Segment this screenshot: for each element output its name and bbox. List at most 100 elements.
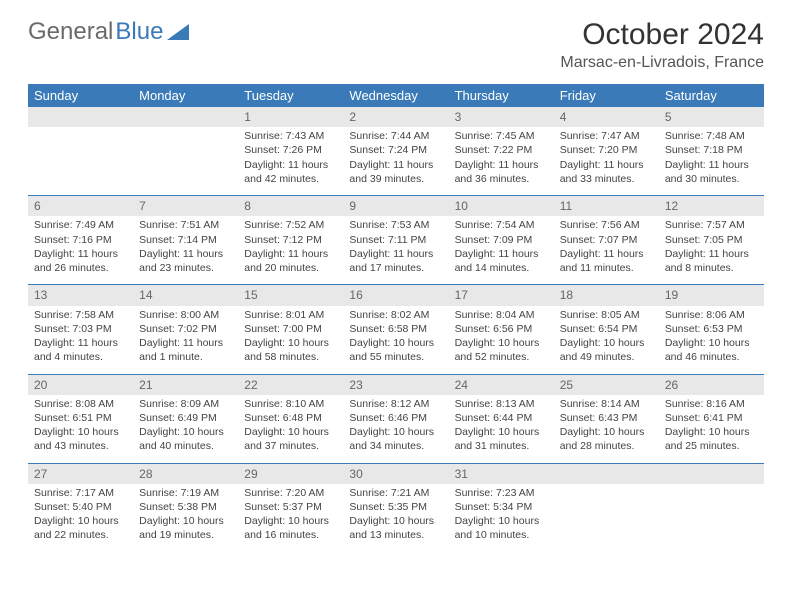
- day-number: 18: [554, 285, 659, 305]
- calendar-day-cell: 22Sunrise: 8:10 AMSunset: 6:48 PMDayligh…: [238, 374, 343, 463]
- calendar-day-cell: 29Sunrise: 7:20 AMSunset: 5:37 PMDayligh…: [238, 463, 343, 552]
- calendar-day-cell: 12Sunrise: 7:57 AMSunset: 7:05 PMDayligh…: [659, 196, 764, 285]
- sunset-text: Sunset: 7:00 PM: [244, 322, 337, 336]
- daylight-text: Daylight: 11 hours and 26 minutes.: [34, 247, 127, 275]
- daylight-text: Daylight: 11 hours and 36 minutes.: [455, 158, 548, 186]
- daylight-text: Daylight: 11 hours and 4 minutes.: [34, 336, 127, 364]
- day-content: Sunrise: 8:13 AMSunset: 6:44 PMDaylight:…: [449, 395, 554, 463]
- day-number: 20: [28, 375, 133, 395]
- sunset-text: Sunset: 6:41 PM: [665, 411, 758, 425]
- calendar-day-cell: 26Sunrise: 8:16 AMSunset: 6:41 PMDayligh…: [659, 374, 764, 463]
- day-number: 26: [659, 375, 764, 395]
- sunrise-text: Sunrise: 7:58 AM: [34, 308, 127, 322]
- day-content: [554, 484, 659, 552]
- daylight-text: Daylight: 11 hours and 20 minutes.: [244, 247, 337, 275]
- day-number: 15: [238, 285, 343, 305]
- sunrise-text: Sunrise: 7:45 AM: [455, 129, 548, 143]
- daylight-text: Daylight: 10 hours and 49 minutes.: [560, 336, 653, 364]
- day-number: 3: [449, 107, 554, 127]
- sunrise-text: Sunrise: 7:43 AM: [244, 129, 337, 143]
- sunrise-text: Sunrise: 8:13 AM: [455, 397, 548, 411]
- calendar-day-cell: 3 Sunrise: 7:45 AMSunset: 7:22 PMDaylight…: [449, 107, 554, 196]
- day-number: 2: [343, 107, 448, 127]
- sunrise-text: Sunrise: 8:05 AM: [560, 308, 653, 322]
- calendar-day-cell: 2 Sunrise: 7:44 AMSunset: 7:24 PMDaylight…: [343, 107, 448, 196]
- calendar-day-cell: 11Sunrise: 7:56 AMSunset: 7:07 PMDayligh…: [554, 196, 659, 285]
- daylight-text: Daylight: 10 hours and 34 minutes.: [349, 425, 442, 453]
- daylight-text: Daylight: 11 hours and 17 minutes.: [349, 247, 442, 275]
- calendar-day-cell: 6Sunrise: 7:49 AMSunset: 7:16 PMDaylight…: [28, 196, 133, 285]
- day-number: [554, 464, 659, 484]
- daylight-text: Daylight: 11 hours and 42 minutes.: [244, 158, 337, 186]
- sunset-text: Sunset: 6:48 PM: [244, 411, 337, 425]
- location-label: Marsac-en-Livradois, France: [560, 54, 764, 72]
- day-number: 23: [343, 375, 448, 395]
- logo-text-blue: Blue: [115, 18, 163, 46]
- sunrise-text: Sunrise: 8:10 AM: [244, 397, 337, 411]
- daylight-text: Daylight: 10 hours and 13 minutes.: [349, 514, 442, 542]
- calendar-day-cell: 17Sunrise: 8:04 AMSunset: 6:56 PMDayligh…: [449, 285, 554, 374]
- day-number: 27: [28, 464, 133, 484]
- sunrise-text: Sunrise: 7:47 AM: [560, 129, 653, 143]
- weekday-header: Saturday: [659, 84, 764, 107]
- sunset-text: Sunset: 7:22 PM: [455, 143, 548, 157]
- day-number: 30: [343, 464, 448, 484]
- sunset-text: Sunset: 7:09 PM: [455, 233, 548, 247]
- sunset-text: Sunset: 7:26 PM: [244, 143, 337, 157]
- calendar-day-cell: 24Sunrise: 8:13 AMSunset: 6:44 PMDayligh…: [449, 374, 554, 463]
- day-number: 6: [28, 196, 133, 216]
- sunrise-text: Sunrise: 7:44 AM: [349, 129, 442, 143]
- daylight-text: Daylight: 11 hours and 39 minutes.: [349, 158, 442, 186]
- logo: GeneralBlue: [28, 18, 189, 46]
- sunset-text: Sunset: 7:18 PM: [665, 143, 758, 157]
- sunset-text: Sunset: 6:46 PM: [349, 411, 442, 425]
- sunrise-text: Sunrise: 8:02 AM: [349, 308, 442, 322]
- weekday-header: Tuesday: [238, 84, 343, 107]
- day-content: Sunrise: 7:53 AMSunset: 7:11 PMDaylight:…: [343, 216, 448, 284]
- daylight-text: Daylight: 10 hours and 43 minutes.: [34, 425, 127, 453]
- sunrise-text: Sunrise: 7:49 AM: [34, 218, 127, 232]
- day-content: Sunrise: 7:19 AMSunset: 5:38 PMDaylight:…: [133, 484, 238, 552]
- day-number: [659, 464, 764, 484]
- calendar-day-cell: 10Sunrise: 7:54 AMSunset: 7:09 PMDayligh…: [449, 196, 554, 285]
- day-content: Sunrise: 7:57 AMSunset: 7:05 PMDaylight:…: [659, 216, 764, 284]
- sunset-text: Sunset: 7:24 PM: [349, 143, 442, 157]
- sunset-text: Sunset: 7:11 PM: [349, 233, 442, 247]
- sunset-text: Sunset: 6:44 PM: [455, 411, 548, 425]
- calendar-day-cell: [659, 463, 764, 552]
- day-content: Sunrise: 8:06 AMSunset: 6:53 PMDaylight:…: [659, 306, 764, 374]
- sunrise-text: Sunrise: 7:57 AM: [665, 218, 758, 232]
- day-content: Sunrise: 8:10 AMSunset: 6:48 PMDaylight:…: [238, 395, 343, 463]
- day-content: Sunrise: 7:21 AMSunset: 5:35 PMDaylight:…: [343, 484, 448, 552]
- day-number: 21: [133, 375, 238, 395]
- calendar-day-cell: 14Sunrise: 8:00 AMSunset: 7:02 PMDayligh…: [133, 285, 238, 374]
- sunset-text: Sunset: 7:05 PM: [665, 233, 758, 247]
- calendar-day-cell: 18Sunrise: 8:05 AMSunset: 6:54 PMDayligh…: [554, 285, 659, 374]
- calendar-day-cell: 19Sunrise: 8:06 AMSunset: 6:53 PMDayligh…: [659, 285, 764, 374]
- calendar-day-cell: 21Sunrise: 8:09 AMSunset: 6:49 PMDayligh…: [133, 374, 238, 463]
- daylight-text: Daylight: 10 hours and 19 minutes.: [139, 514, 232, 542]
- month-title: October 2024: [560, 18, 764, 52]
- day-content: Sunrise: 7:49 AMSunset: 7:16 PMDaylight:…: [28, 216, 133, 284]
- day-number: 5: [659, 107, 764, 127]
- sunrise-text: Sunrise: 7:56 AM: [560, 218, 653, 232]
- daylight-text: Daylight: 10 hours and 31 minutes.: [455, 425, 548, 453]
- sunrise-text: Sunrise: 7:48 AM: [665, 129, 758, 143]
- day-content: Sunrise: 8:00 AMSunset: 7:02 PMDaylight:…: [133, 306, 238, 374]
- sunset-text: Sunset: 7:03 PM: [34, 322, 127, 336]
- calendar-day-cell: [554, 463, 659, 552]
- calendar-day-cell: 4Sunrise: 7:47 AMSunset: 7:20 PMDaylight…: [554, 107, 659, 196]
- daylight-text: Daylight: 10 hours and 46 minutes.: [665, 336, 758, 364]
- daylight-text: Daylight: 10 hours and 58 minutes.: [244, 336, 337, 364]
- sunset-text: Sunset: 5:40 PM: [34, 500, 127, 514]
- daylight-text: Daylight: 10 hours and 55 minutes.: [349, 336, 442, 364]
- day-number: 24: [449, 375, 554, 395]
- calendar-day-cell: 16Sunrise: 8:02 AMSunset: 6:58 PMDayligh…: [343, 285, 448, 374]
- sunrise-text: Sunrise: 7:19 AM: [139, 486, 232, 500]
- calendar-week-row: 6Sunrise: 7:49 AMSunset: 7:16 PMDaylight…: [28, 196, 764, 285]
- daylight-text: Daylight: 10 hours and 40 minutes.: [139, 425, 232, 453]
- sunrise-text: Sunrise: 8:08 AM: [34, 397, 127, 411]
- daylight-text: Daylight: 10 hours and 16 minutes.: [244, 514, 337, 542]
- day-number: 25: [554, 375, 659, 395]
- day-content: [133, 127, 238, 195]
